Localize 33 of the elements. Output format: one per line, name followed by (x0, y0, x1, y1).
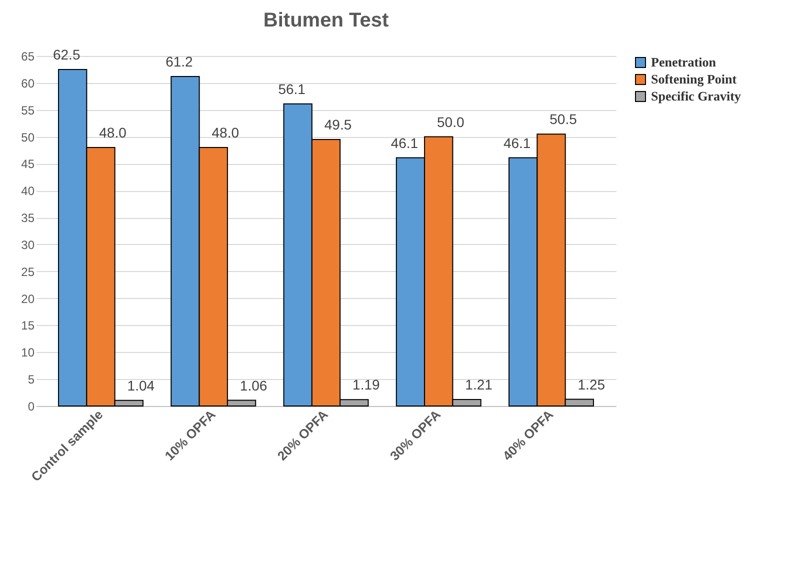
data-label: 1.06 (240, 377, 268, 394)
data-label: 50.0 (436, 114, 464, 130)
data-label: 1.19 (352, 376, 380, 393)
y-tick-label: 5 (28, 372, 35, 387)
data-label: 1.21 (465, 376, 493, 392)
data-label: 48.0 (99, 124, 127, 141)
chart-title: Bitumen Test (263, 9, 389, 32)
data-label: 46.1 (503, 134, 531, 151)
data-label: 48.0 (212, 124, 240, 141)
y-tick-label: 0 (28, 400, 35, 414)
y-tick-label: 15 (21, 318, 35, 333)
y-tick-label: 25 (21, 264, 35, 279)
legend-label: Specific Gravity (651, 88, 742, 104)
data-label: 1.04 (127, 377, 155, 394)
y-tick-label: 65 (21, 50, 35, 64)
y-tick-label: 50 (21, 130, 35, 144)
data-label: 49.5 (324, 116, 352, 132)
y-tick-label: 55 (21, 103, 35, 118)
y-tick-label: 30 (21, 238, 35, 252)
data-label: 61.2 (166, 53, 194, 70)
data-label: 50.5 (550, 111, 578, 128)
data-label: 62.5 (52, 46, 80, 62)
y-tick-label: 20 (21, 292, 35, 306)
legend-label: Softening Point (651, 72, 738, 86)
y-tick-label: 45 (21, 157, 35, 172)
y-tick-label: 40 (21, 184, 35, 198)
data-label: 1.25 (578, 376, 606, 392)
legend-label: Penetration (651, 54, 717, 70)
y-tick-label: 10 (21, 346, 35, 360)
data-label: 56.1 (278, 80, 306, 97)
y-tick-label: 60 (21, 76, 35, 90)
data-label: 46.1 (390, 134, 418, 151)
y-tick-label: 35 (21, 211, 35, 226)
